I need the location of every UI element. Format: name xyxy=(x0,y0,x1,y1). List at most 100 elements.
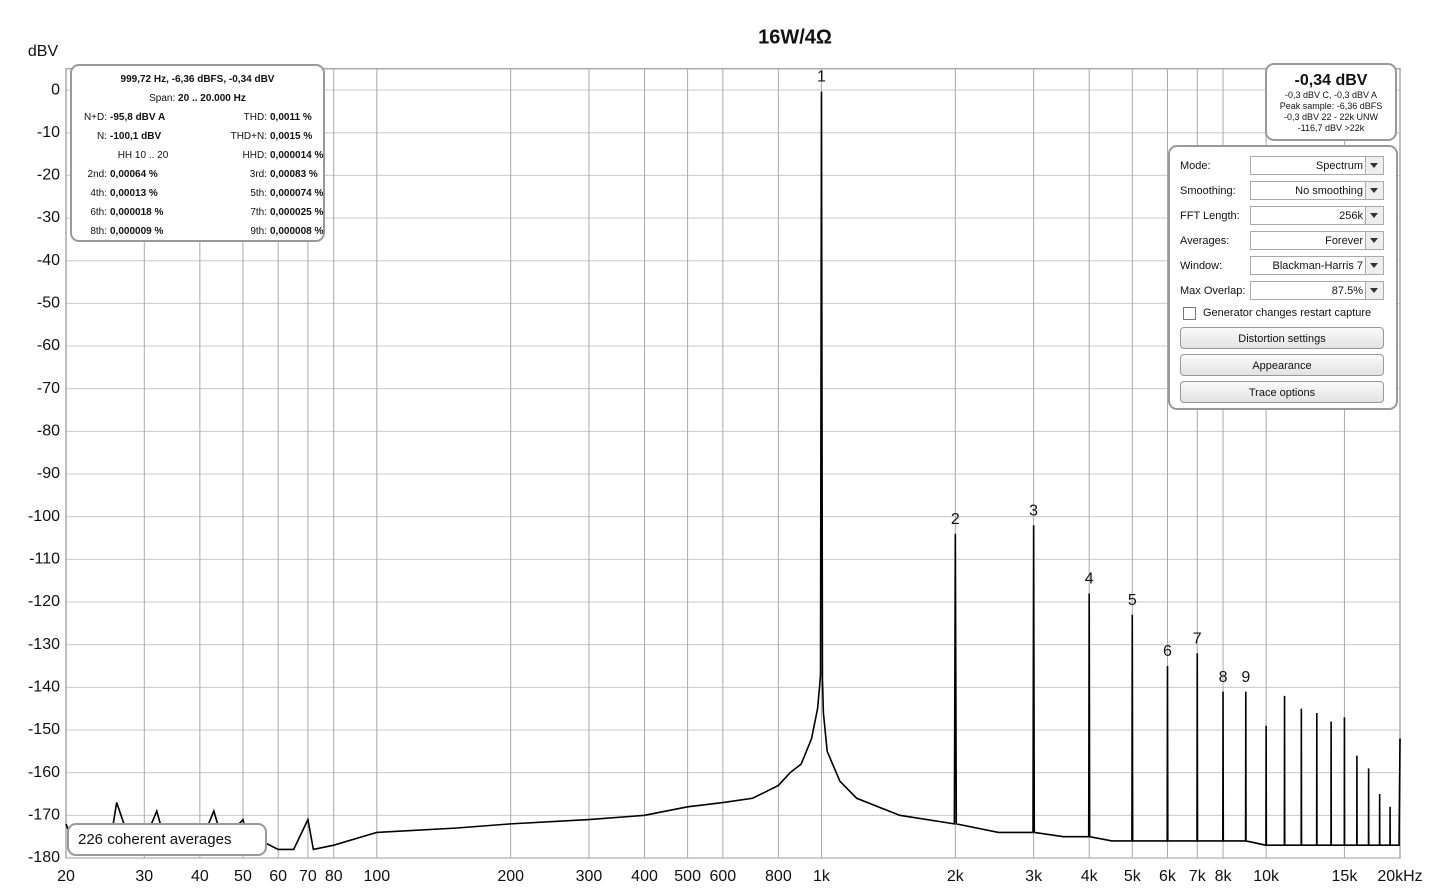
setting-value: 87.5% xyxy=(1331,285,1363,297)
stat-value: 0,00064 % xyxy=(110,169,158,180)
y-tick-label: -110 xyxy=(29,551,60,568)
stat-label: N+D: xyxy=(83,112,107,123)
y-tick-label: -150 xyxy=(28,721,60,738)
setting-select[interactable]: 87.5% xyxy=(1250,281,1384,300)
dropdown-arrow[interactable] xyxy=(1365,207,1383,224)
stat-label: 2nd: xyxy=(87,169,107,180)
y-tick-label: -120 xyxy=(28,593,60,610)
y-tick-label: -30 xyxy=(37,209,60,226)
level-lines: -0,3 dBV C, -0,3 dBV A Peak sample: -6,36… xyxy=(1267,90,1395,134)
span-row: Span: 20 .. 20.000 Hz xyxy=(78,89,317,108)
setting-select[interactable]: No smoothing xyxy=(1250,181,1384,200)
x-tick-label: 10k xyxy=(1253,868,1280,885)
x-tick-label: 400 xyxy=(631,868,658,885)
setting-label: FFT Length: xyxy=(1180,210,1240,222)
x-tick-label: 100 xyxy=(363,868,390,885)
setting-row: Max Overlap: 87.5% xyxy=(1180,281,1386,301)
harmonic-label: 4 xyxy=(1085,571,1094,588)
setting-select[interactable]: 256k xyxy=(1250,206,1384,225)
setting-value: 256k xyxy=(1339,210,1363,222)
dropdown-arrow[interactable] xyxy=(1365,257,1383,274)
setting-select[interactable]: Forever xyxy=(1250,231,1384,250)
checkbox[interactable] xyxy=(1183,307,1196,320)
setting-label: Mode: xyxy=(1180,160,1211,172)
stat-value: -100,1 dBV xyxy=(110,131,162,142)
x-tick-label: 7k xyxy=(1189,868,1207,885)
level-line: -0,3 dBV 22 - 22k UNW xyxy=(1283,112,1379,122)
x-tick-label: 5k xyxy=(1124,868,1142,885)
x-tick-label: 200 xyxy=(497,868,524,885)
stat-value: 0,000018 % xyxy=(110,207,164,218)
x-tick-label: 6k xyxy=(1159,868,1177,885)
chart-title: 16W/4Ω xyxy=(758,26,832,48)
dropdown-arrow[interactable] xyxy=(1365,282,1383,299)
stats-panel: 999,72 Hz, -6,36 dBFS, -0,34 dBV Span: 2… xyxy=(70,64,325,242)
dropdown-arrow[interactable] xyxy=(1365,157,1383,174)
x-tick-label: 15k xyxy=(1332,868,1359,885)
y-tick-label: -100 xyxy=(28,508,60,525)
stat-label: HHD: xyxy=(242,150,267,161)
x-tick-label: 20kHz xyxy=(1377,868,1422,885)
settings-panel: Mode: Spectrum Smoothing: No smoothing FFT L… xyxy=(1168,145,1398,410)
span-value: 20 .. 20.000 Hz xyxy=(178,93,246,104)
stat-value: 0,000074 % xyxy=(270,188,324,199)
button[interactable]: Appearance xyxy=(1180,354,1384,376)
y-tick-label: -60 xyxy=(37,337,60,354)
span-label: Span: xyxy=(149,93,176,104)
level-line: -116,7 dBV >22k xyxy=(1297,123,1365,133)
y-tick-label: 0 xyxy=(51,81,60,98)
x-tick-label: 1k xyxy=(813,868,831,885)
y-tick-label: -90 xyxy=(37,465,60,482)
stat-value: 0,000008 % xyxy=(270,226,324,237)
x-tick-label: 40 xyxy=(191,868,209,885)
x-tick-label: 3k xyxy=(1025,868,1043,885)
stat-label: 6th: xyxy=(90,207,107,218)
harmonic-label: 3 xyxy=(1029,502,1038,519)
stat-label: 8th: xyxy=(90,226,107,237)
setting-select[interactable]: Spectrum xyxy=(1250,156,1384,175)
harmonic-label: 2 xyxy=(951,511,960,528)
x-tick-label: 30 xyxy=(135,868,153,885)
y-axis-label: dBV xyxy=(28,43,59,60)
setting-row: Mode: Spectrum xyxy=(1180,156,1386,176)
stat-label: THD+N: xyxy=(230,131,267,142)
averages-label: 226 coherent averages xyxy=(78,831,232,848)
setting-label: Max Overlap: xyxy=(1180,285,1246,297)
level-panel: -0,34 dBV -0,3 dBV C, -0,3 dBV A Peak sam… xyxy=(1265,63,1397,141)
stats-grid: N+D: -95,8 dBV A THD: 0,0011 % N: -100,1 dBV T… xyxy=(78,108,323,241)
y-tick-label: -10 xyxy=(37,124,60,141)
setting-value: Blackman-Harris 7 xyxy=(1272,260,1363,272)
y-tick-label: -140 xyxy=(28,679,60,696)
x-tick-label: 80 xyxy=(325,868,343,885)
stat-label: HH 10 .. 20 xyxy=(117,150,169,161)
setting-row: Smoothing: No smoothing xyxy=(1180,181,1386,201)
setting-select[interactable]: Blackman-Harris 7 xyxy=(1250,256,1384,275)
dropdown-arrow[interactable] xyxy=(1365,232,1383,249)
level-value: -0,34 dBV xyxy=(1294,72,1368,89)
x-tick-label: 600 xyxy=(709,868,736,885)
x-tick-label: 2k xyxy=(947,868,965,885)
button[interactable]: Distortion settings xyxy=(1180,327,1384,349)
harmonic-label: 8 xyxy=(1219,669,1228,686)
y-tick-label: -70 xyxy=(37,380,60,397)
x-tick-label: 60 xyxy=(269,868,287,885)
stat-value: 0,00083 % xyxy=(270,169,318,180)
y-tick-label: -50 xyxy=(37,295,60,312)
harmonic-label: 9 xyxy=(1241,669,1250,686)
stat-label: 9th: xyxy=(250,226,267,237)
harmonic-label: 1 xyxy=(817,69,826,86)
harmonic-label: 6 xyxy=(1163,643,1172,660)
x-tick-label: 50 xyxy=(234,868,252,885)
dropdown-arrow[interactable] xyxy=(1365,182,1383,199)
level-line: Peak sample: -6,36 dBFS xyxy=(1279,101,1383,111)
setting-label: Smoothing: xyxy=(1180,185,1236,197)
stat-label: 3rd: xyxy=(249,169,267,180)
x-tick-label: 70 xyxy=(299,868,317,885)
button[interactable]: Trace options xyxy=(1180,381,1384,403)
setting-row: FFT Length: 256k xyxy=(1180,206,1386,226)
stats-header: 999,72 Hz, -6,36 dBFS, -0,34 dBV xyxy=(120,74,275,85)
y-tick-label: -170 xyxy=(28,807,60,824)
harmonic-label: 5 xyxy=(1128,592,1137,609)
y-tick-label: -160 xyxy=(28,764,60,781)
